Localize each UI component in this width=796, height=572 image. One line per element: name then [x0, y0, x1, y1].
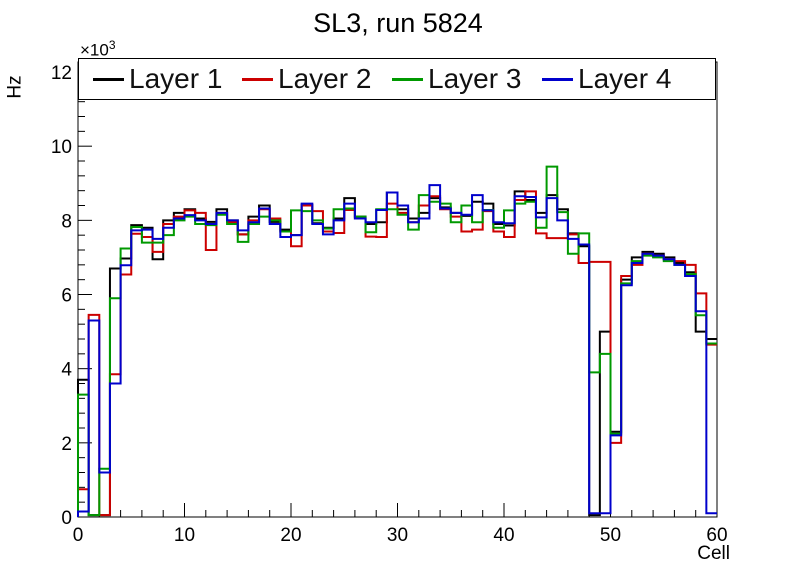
chart-title: SL3, run 5824 [313, 8, 483, 38]
legend-entry-layer-4: Layer 4 [542, 59, 671, 99]
x-tick-label: 0 [73, 525, 84, 546]
legend-label-layer-1: Layer 1 [129, 63, 223, 94]
y-tick-label: 12 [51, 63, 72, 84]
x-axis-title: Cell [697, 543, 730, 564]
legend-line-sample-layer-3 [392, 77, 423, 81]
legend-box: Layer 1 Layer 2 Layer 3 Layer 4 [78, 58, 716, 100]
y-tick-label: 6 [61, 286, 72, 307]
legend-entry-layer-2: Layer 2 [242, 59, 371, 99]
series-layer-4 [77, 184, 717, 517]
y-tick-label: 4 [61, 360, 72, 381]
y-tick-label: 2 [61, 434, 72, 455]
y-tick-label: 10 [51, 137, 72, 158]
legend-entry-layer-3: Layer 3 [392, 59, 521, 99]
legend-label-layer-4: Layer 4 [578, 63, 672, 94]
legend-label-layer-4: Layer 3 [428, 63, 522, 94]
y-tick-label: 8 [61, 211, 72, 232]
x-tick-label: 50 [600, 525, 621, 546]
x-tick-label: 20 [280, 525, 301, 546]
power-exponent: 3 [108, 38, 116, 52]
x-tick-label: 10 [174, 525, 195, 546]
x-tick-label: 60 [706, 525, 727, 546]
y-axis-power-label: ×103 [80, 38, 116, 61]
legend-line-sample-layer-4 [542, 77, 573, 81]
legend-label-layer-2: Layer 2 [278, 63, 372, 94]
legend-line-sample-layer-2 [242, 77, 273, 81]
legend-line-sample-layer-1 [93, 77, 124, 81]
legend-entry-layer-1: Layer 1 [93, 59, 222, 99]
y-axis-title: Hz [4, 75, 26, 99]
y-tick-label: 0 [61, 508, 72, 529]
power-base: ×10 [80, 40, 109, 60]
x-tick-label: 30 [387, 525, 408, 546]
x-tick-label: 40 [493, 525, 514, 546]
